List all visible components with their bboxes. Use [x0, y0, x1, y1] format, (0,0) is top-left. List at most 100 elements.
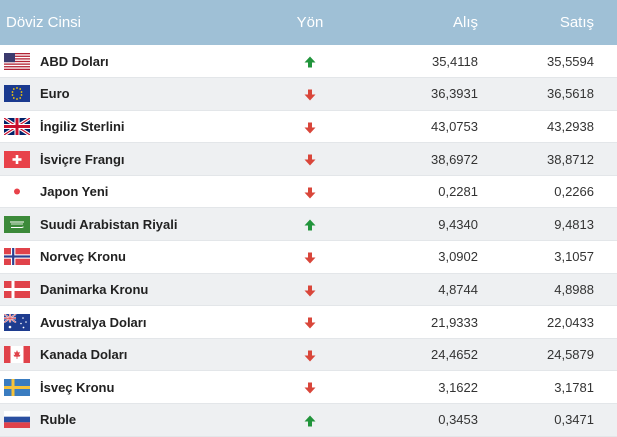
- arrow-down-icon: [304, 282, 316, 297]
- sell-rate: 3,1781: [554, 379, 594, 395]
- sell-rate: 9,4813: [554, 216, 594, 232]
- arrow-down-icon: [304, 86, 316, 101]
- arrow-up-icon: [304, 217, 316, 232]
- direction-cell: [260, 306, 360, 339]
- table-row[interactable]: İsveç Kronu 3,1622 3,1781: [0, 371, 617, 404]
- currency-name[interactable]: Suudi Arabistan Riyali: [40, 216, 178, 232]
- table-row[interactable]: ABD Doları 35,4118 35,5594: [0, 45, 617, 78]
- arrow-up-icon: [304, 54, 316, 69]
- currency-name[interactable]: Kanada Doları: [40, 347, 128, 363]
- no-flag-icon: [4, 248, 30, 266]
- currency-cell: İsviçre Frangı: [0, 143, 260, 176]
- buy-rate: 3,0902: [438, 249, 478, 265]
- buy-rate: 0,3453: [438, 412, 478, 428]
- ru-flag-icon: [4, 411, 30, 429]
- currency-name[interactable]: Avustralya Doları: [40, 314, 147, 330]
- currency-name[interactable]: Euro: [40, 86, 70, 102]
- currency-cell: İsveç Kronu: [0, 371, 260, 404]
- buy-rate: 4,8744: [438, 281, 478, 297]
- direction-cell: [260, 208, 360, 241]
- dk-flag-icon: [4, 280, 30, 298]
- currency-cell: Euro: [0, 78, 260, 111]
- direction-cell: [260, 404, 360, 437]
- table-header-row: Döviz Cinsi Yön Alış Satış: [0, 0, 617, 45]
- arrow-down-icon: [304, 347, 316, 362]
- arrow-up-icon: [304, 412, 316, 427]
- buy-rate: 21,9333: [431, 314, 478, 330]
- au-flag-icon: [4, 313, 30, 331]
- table-row[interactable]: İngiliz Sterlini 43,0753 43,2938: [0, 110, 617, 143]
- sell-rate: 38,8712: [547, 151, 594, 167]
- sell-rate: 43,2938: [547, 118, 594, 134]
- currency-cell: Japon Yeni: [0, 175, 260, 208]
- us-flag-icon: [4, 52, 30, 70]
- eu-flag-icon: [4, 85, 30, 103]
- ca-flag-icon: [4, 346, 30, 364]
- column-header-currency[interactable]: Döviz Cinsi: [6, 14, 82, 31]
- buy-rate: 24,4652: [431, 347, 478, 363]
- currency-name[interactable]: ABD Doları: [40, 53, 109, 69]
- sell-rate: 0,2266: [554, 184, 594, 200]
- table-row[interactable]: Danimarka Kronu 4,8744 4,8988: [0, 273, 617, 306]
- sell-rate: 0,3471: [554, 412, 594, 428]
- sell-rate: 22,0433: [547, 314, 594, 330]
- direction-cell: [260, 175, 360, 208]
- jp-flag-icon: [4, 183, 30, 201]
- table-row[interactable]: Suudi Arabistan Riyali 9,4340 9,4813: [0, 207, 617, 241]
- arrow-down-icon: [304, 249, 316, 264]
- direction-cell: [260, 45, 360, 78]
- table-row[interactable]: Norveç Kronu 3,0902 3,1057: [0, 241, 617, 274]
- direction-cell: [260, 110, 360, 143]
- sell-rate: 24,5879: [547, 347, 594, 363]
- sa-flag-icon: [4, 215, 30, 233]
- buy-rate: 43,0753: [431, 118, 478, 134]
- direction-cell: [260, 241, 360, 274]
- sell-rate: 3,1057: [554, 249, 594, 265]
- currency-cell: Suudi Arabistan Riyali: [0, 208, 260, 241]
- sell-rate: 4,8988: [554, 281, 594, 297]
- column-header-sell[interactable]: Satış: [559, 14, 594, 31]
- direction-cell: [260, 371, 360, 404]
- currency-cell: İngiliz Sterlini: [0, 110, 260, 143]
- currency-name[interactable]: Japon Yeni: [40, 184, 109, 200]
- currency-cell: Kanada Doları: [0, 338, 260, 371]
- sell-rate: 36,5618: [547, 86, 594, 102]
- buy-rate: 9,4340: [438, 216, 478, 232]
- arrow-down-icon: [304, 380, 316, 395]
- table-row[interactable]: Kanada Doları 24,4652 24,5879: [0, 338, 617, 371]
- arrow-down-icon: [304, 184, 316, 199]
- buy-rate: 0,2281: [438, 184, 478, 200]
- currency-cell: Norveç Kronu: [0, 241, 260, 274]
- direction-cell: [260, 78, 360, 111]
- arrow-down-icon: [304, 315, 316, 330]
- currency-name[interactable]: İsveç Kronu: [40, 379, 115, 395]
- column-header-buy[interactable]: Alış: [452, 14, 478, 31]
- currency-name[interactable]: Danimarka Kronu: [40, 281, 149, 297]
- buy-rate: 3,1622: [438, 379, 478, 395]
- currency-name[interactable]: Norveç Kronu: [40, 249, 126, 265]
- currency-name[interactable]: İngiliz Sterlini: [40, 119, 125, 135]
- direction-cell: [260, 273, 360, 306]
- table-row[interactable]: Avustralya Doları 21,9333 22,0433: [0, 306, 617, 339]
- se-flag-icon: [4, 378, 30, 396]
- uk-flag-icon: [4, 118, 30, 136]
- currency-cell: Ruble: [0, 404, 260, 437]
- table-row[interactable]: Euro 36,3931 36,5618: [0, 77, 617, 111]
- currency-name[interactable]: Ruble: [40, 412, 77, 428]
- arrow-down-icon: [304, 119, 316, 134]
- ch-flag-icon: [4, 150, 30, 168]
- sell-rate: 35,5594: [547, 53, 594, 69]
- buy-rate: 38,6972: [431, 151, 478, 167]
- column-header-direction[interactable]: Yön: [296, 14, 324, 31]
- table-row[interactable]: Ruble 0,3453 0,3471: [0, 403, 617, 437]
- currency-cell: ABD Doları: [0, 45, 260, 78]
- currency-cell: Avustralya Doları: [0, 306, 260, 339]
- arrow-down-icon: [304, 152, 316, 167]
- buy-rate: 35,4118: [431, 53, 478, 69]
- table-row[interactable]: İsviçre Frangı 38,6972 38,8712: [0, 142, 617, 176]
- currency-name[interactable]: İsviçre Frangı: [40, 151, 125, 167]
- direction-cell: [260, 338, 360, 371]
- direction-cell: [260, 143, 360, 176]
- table-row[interactable]: Japon Yeni 0,2281 0,2266: [0, 175, 617, 208]
